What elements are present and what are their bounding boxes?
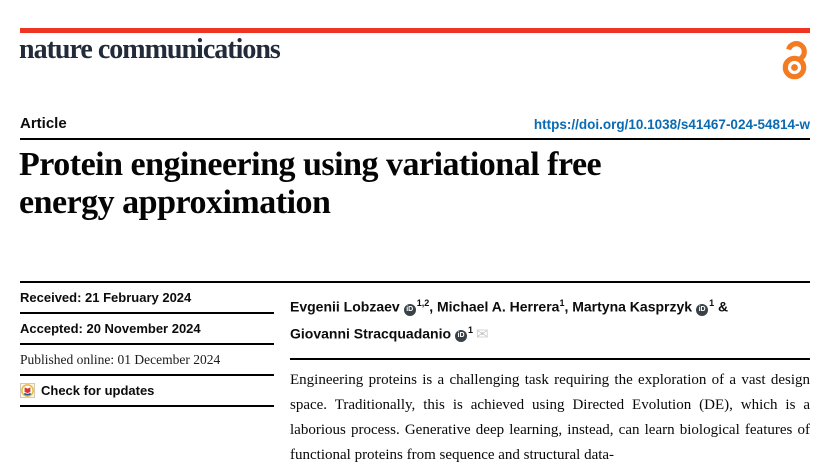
author-affiliation: 1 — [709, 298, 715, 308]
content-columns: Received: 21 February 2024 Accepted: 20 … — [20, 281, 810, 468]
accepted-date: Accepted: 20 November 2024 — [20, 314, 274, 345]
author-name: Giovanni Stracquadanio — [290, 325, 452, 342]
author-separator: , — [564, 298, 573, 315]
received-date: Received: 21 February 2024 — [20, 283, 274, 314]
doi-link[interactable]: https://doi.org/10.1038/s41467-024-54814… — [533, 117, 810, 132]
crossmark-icon — [20, 383, 35, 398]
orcid-icon[interactable]: iD — [455, 330, 468, 343]
orcid-icon[interactable]: iD — [403, 303, 416, 316]
corresponding-author-email-icon[interactable]: ✉ — [476, 326, 489, 344]
article-main-column: Evgenii Lobzaev iD1,2, Michael A. Herrera… — [290, 283, 810, 468]
author-affiliation: 1,2 — [416, 298, 430, 308]
published-date: Published online: 01 December 2024 — [20, 345, 274, 376]
orcid-icon[interactable]: iD — [696, 303, 709, 316]
abstract-divider — [290, 358, 810, 361]
journal-article-page: nature communications Article https://do… — [19, 28, 810, 464]
open-access-icon — [782, 41, 807, 80]
abstract-text: Engineering proteins is a challenging ta… — [290, 372, 810, 464]
author-name: Michael A. Herrera — [437, 298, 560, 315]
author-name: Evgenii Lobzaev — [290, 298, 400, 315]
page-title: Protein engineering using variational fr… — [19, 146, 779, 222]
author-separator: , — [429, 298, 437, 315]
author-affiliation: 1 — [468, 324, 474, 335]
author-list: Evgenii Lobzaev iD1,2, Michael A. Herrera… — [290, 283, 810, 346]
journal-wordmark: nature communications — [19, 34, 281, 65]
title-line-2: energy approximation — [19, 184, 331, 221]
check-for-updates-button[interactable]: Check for updates — [20, 376, 274, 407]
brand-rule — [20, 28, 810, 33]
check-for-updates-label: Check for updates — [41, 383, 155, 398]
author-name: Martyna Kasprzyk — [572, 298, 693, 315]
title-line-1: Protein engineering using variational fr… — [19, 146, 602, 183]
article-history-column: Received: 21 February 2024 Accepted: 20 … — [20, 283, 274, 468]
article-header-row: Article https://doi.org/10.1038/s41467-0… — [20, 114, 810, 140]
author-affiliation: 1 — [559, 298, 565, 308]
article-type-label: Article — [20, 115, 67, 132]
author-separator: & — [714, 298, 729, 315]
